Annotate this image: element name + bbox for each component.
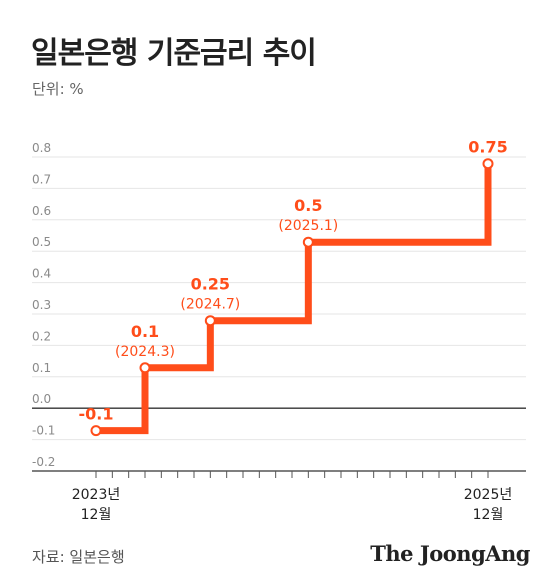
y-tick-label: 0.7 <box>32 172 51 186</box>
y-tick-label: -0.1 <box>32 424 55 438</box>
y-tick-label: -0.2 <box>32 455 55 469</box>
source-note: 자료: 일본은행 <box>32 548 125 566</box>
data-label-date: (2024.7) <box>180 297 240 313</box>
data-label-value: 0.1 <box>131 322 159 341</box>
data-point <box>302 236 314 248</box>
y-tick-label: 0.5 <box>32 235 51 249</box>
data-point <box>90 425 102 437</box>
data-point <box>139 362 151 374</box>
data-label-date: (2025.1) <box>278 218 338 234</box>
data-label-value: 0.5 <box>294 196 322 215</box>
data-label-value: -0.1 <box>79 405 114 424</box>
y-tick-label: 0.3 <box>32 298 51 312</box>
unit-label: 단위: % <box>32 80 84 98</box>
x-tick-label: 12월 <box>473 507 504 523</box>
data-label-date: (2024.3) <box>115 344 175 360</box>
brand-logo: The JoongAng <box>370 541 530 566</box>
data-point <box>204 315 216 327</box>
rate-step-line <box>96 163 492 435</box>
policy-rate-chart: 0.8 0.7 0.6 0.5 0.4 0.3 0.2 0.1 0.0 -0.1 -0.2 2023… <box>32 138 526 523</box>
y-tick-label: 0.0 <box>32 392 51 406</box>
y-axis-ticks: 0.8 0.7 0.6 0.5 0.4 0.3 0.2 0.1 0.0 -0.1 -0.2 <box>32 141 55 469</box>
y-tick-label: 0.4 <box>32 267 51 281</box>
x-tick-label: 2023년 <box>72 487 121 503</box>
x-tick-label: 2025년 <box>464 487 513 503</box>
y-tick-label: 0.1 <box>32 361 51 375</box>
x-axis: 2023년 12월 2025년 12월 <box>72 471 513 523</box>
gridlines <box>32 156 526 472</box>
y-tick-label: 0.6 <box>32 204 51 218</box>
x-tick-label: 12월 <box>81 507 112 523</box>
data-labels: -0.1 0.1 (2024.3) 0.25 (2024.7) 0.5 (2025.1) 0.… <box>79 138 508 424</box>
data-label-value: 0.75 <box>468 138 507 157</box>
y-tick-label: 0.8 <box>32 141 51 155</box>
data-point <box>482 158 494 170</box>
y-tick-label: 0.2 <box>32 329 51 343</box>
rate-series <box>90 158 494 437</box>
chart-title: 일본은행 기준금리 추이 <box>31 36 317 71</box>
data-label-value: 0.25 <box>191 275 230 294</box>
